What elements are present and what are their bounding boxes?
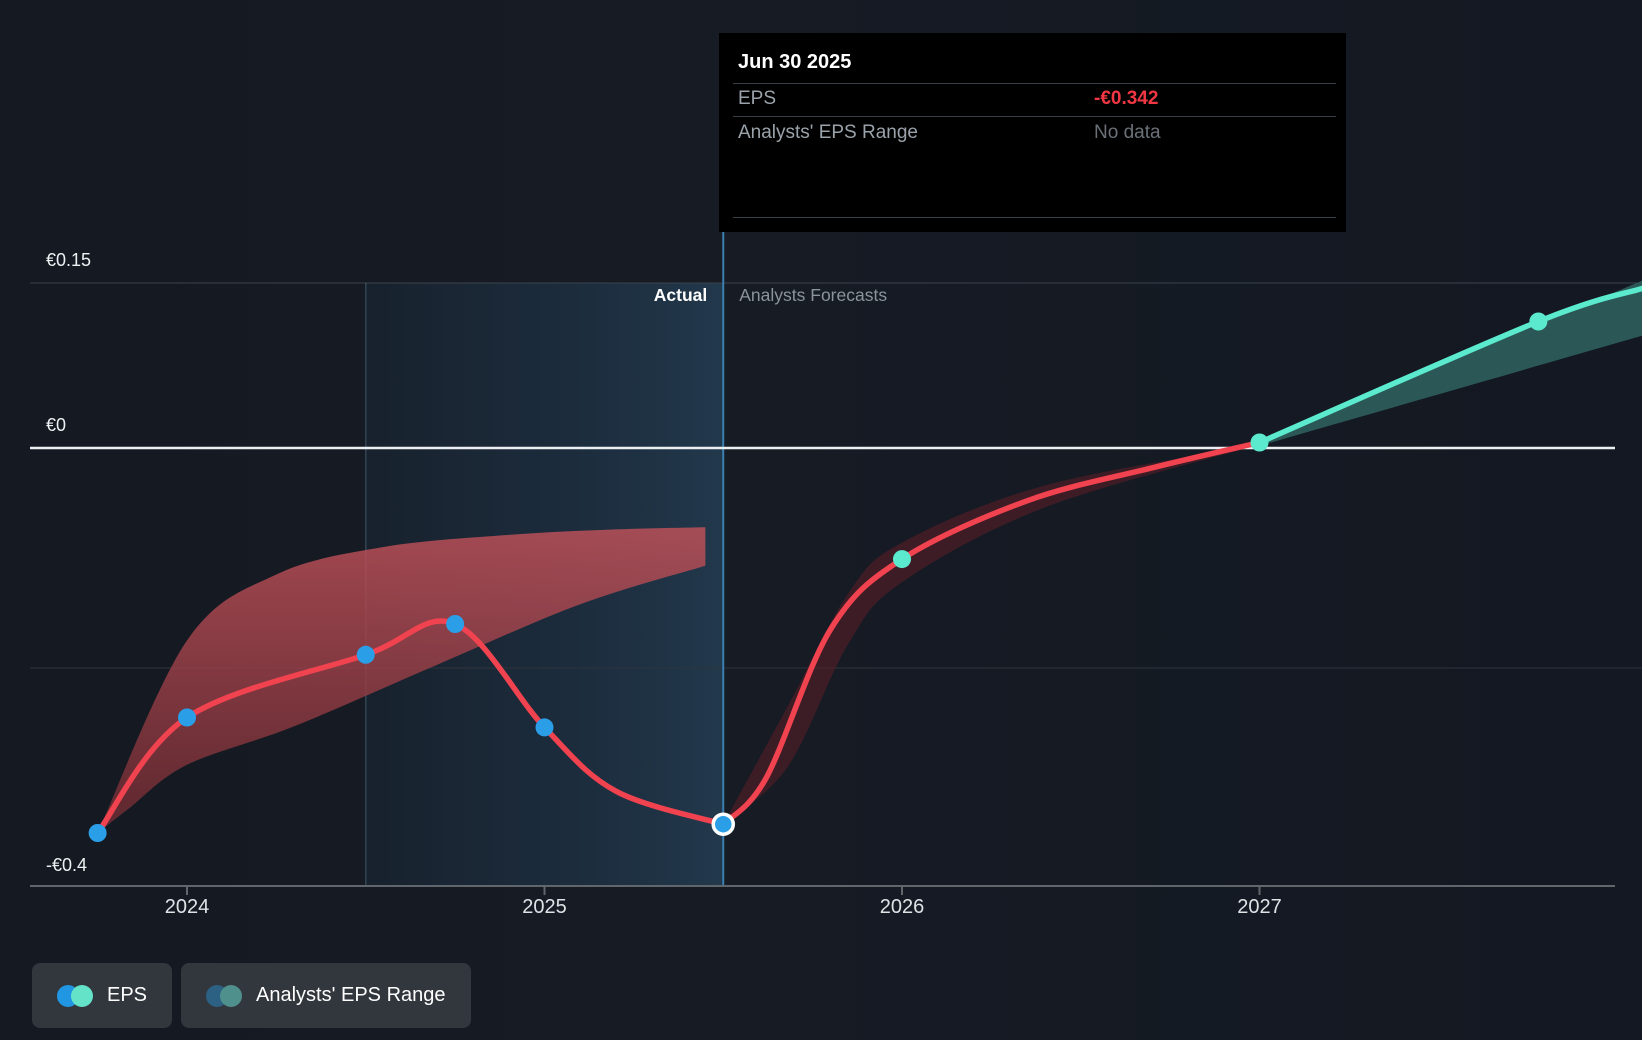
data-point-dec-31-2025[interactable] xyxy=(893,550,911,569)
legend-analysts-range-button[interactable]: Analysts' EPS Range xyxy=(181,963,471,1028)
series-line xyxy=(720,439,1263,827)
data-point-jun-30-2025[interactable] xyxy=(711,812,735,836)
tooltip-divider xyxy=(733,83,1336,84)
tooltip-range-label: Analysts' EPS Range xyxy=(738,122,918,143)
data-point-dec-31-2024[interactable] xyxy=(535,718,554,737)
data-point-dec-31-2026[interactable] xyxy=(1250,433,1269,452)
tooltip-date-title: Jun 30 2025 xyxy=(738,51,852,73)
x-axis-label-2024: 2024 xyxy=(164,896,210,918)
y-axis-label-neg04: -€0.4 xyxy=(46,855,88,875)
x-axis-label-2027: 2027 xyxy=(1237,896,1282,918)
data-point-jun-30-2024[interactable] xyxy=(356,645,375,664)
data-point-dec-31-2023[interactable] xyxy=(178,708,196,727)
actual-region-label: Actual xyxy=(653,285,708,305)
tooltip-divider xyxy=(733,217,1336,218)
tooltip-range-value: No data xyxy=(1094,122,1161,143)
data-point-sep-30-2023[interactable] xyxy=(88,824,107,842)
data-points[interactable] xyxy=(88,312,1548,843)
eps-legend-dots-icon xyxy=(57,984,93,1007)
tooltip-eps-value: -€0.342 xyxy=(1094,88,1159,109)
x-axis-label-2025: 2025 xyxy=(522,896,567,918)
hover-tooltip: Jun 30 2025 EPS -€0.342 Analysts' EPS Ra… xyxy=(719,33,1346,232)
data-point-sep-30-2024[interactable] xyxy=(446,615,465,633)
analysts-range-actual xyxy=(97,527,706,833)
eps-line-profit-forecast xyxy=(1256,285,1642,446)
forecast-region-label: Analysts Forecasts xyxy=(739,285,888,305)
legend-eps-button[interactable]: EPS xyxy=(32,963,173,1028)
tooltip-eps-label: EPS xyxy=(738,88,777,109)
y-axis-label-015: €0.15 xyxy=(46,250,92,270)
x-axis xyxy=(30,885,1615,895)
legend-eps-label: EPS xyxy=(107,984,148,1006)
x-axis-label-2026: 2026 xyxy=(879,896,925,918)
legend-analysts-range-label: Analysts' EPS Range xyxy=(256,984,446,1006)
tooltip-divider xyxy=(733,116,1336,117)
chart-legend: EPS Analysts' EPS Range xyxy=(32,963,471,1028)
data-point-sep-30-2027[interactable] xyxy=(1529,312,1548,331)
analysts-range-forecast-loss xyxy=(723,444,1260,825)
y-axis-label-0: €0 xyxy=(46,415,67,435)
series-line xyxy=(1256,285,1642,446)
analysts-range-legend-dots-icon xyxy=(206,984,243,1007)
